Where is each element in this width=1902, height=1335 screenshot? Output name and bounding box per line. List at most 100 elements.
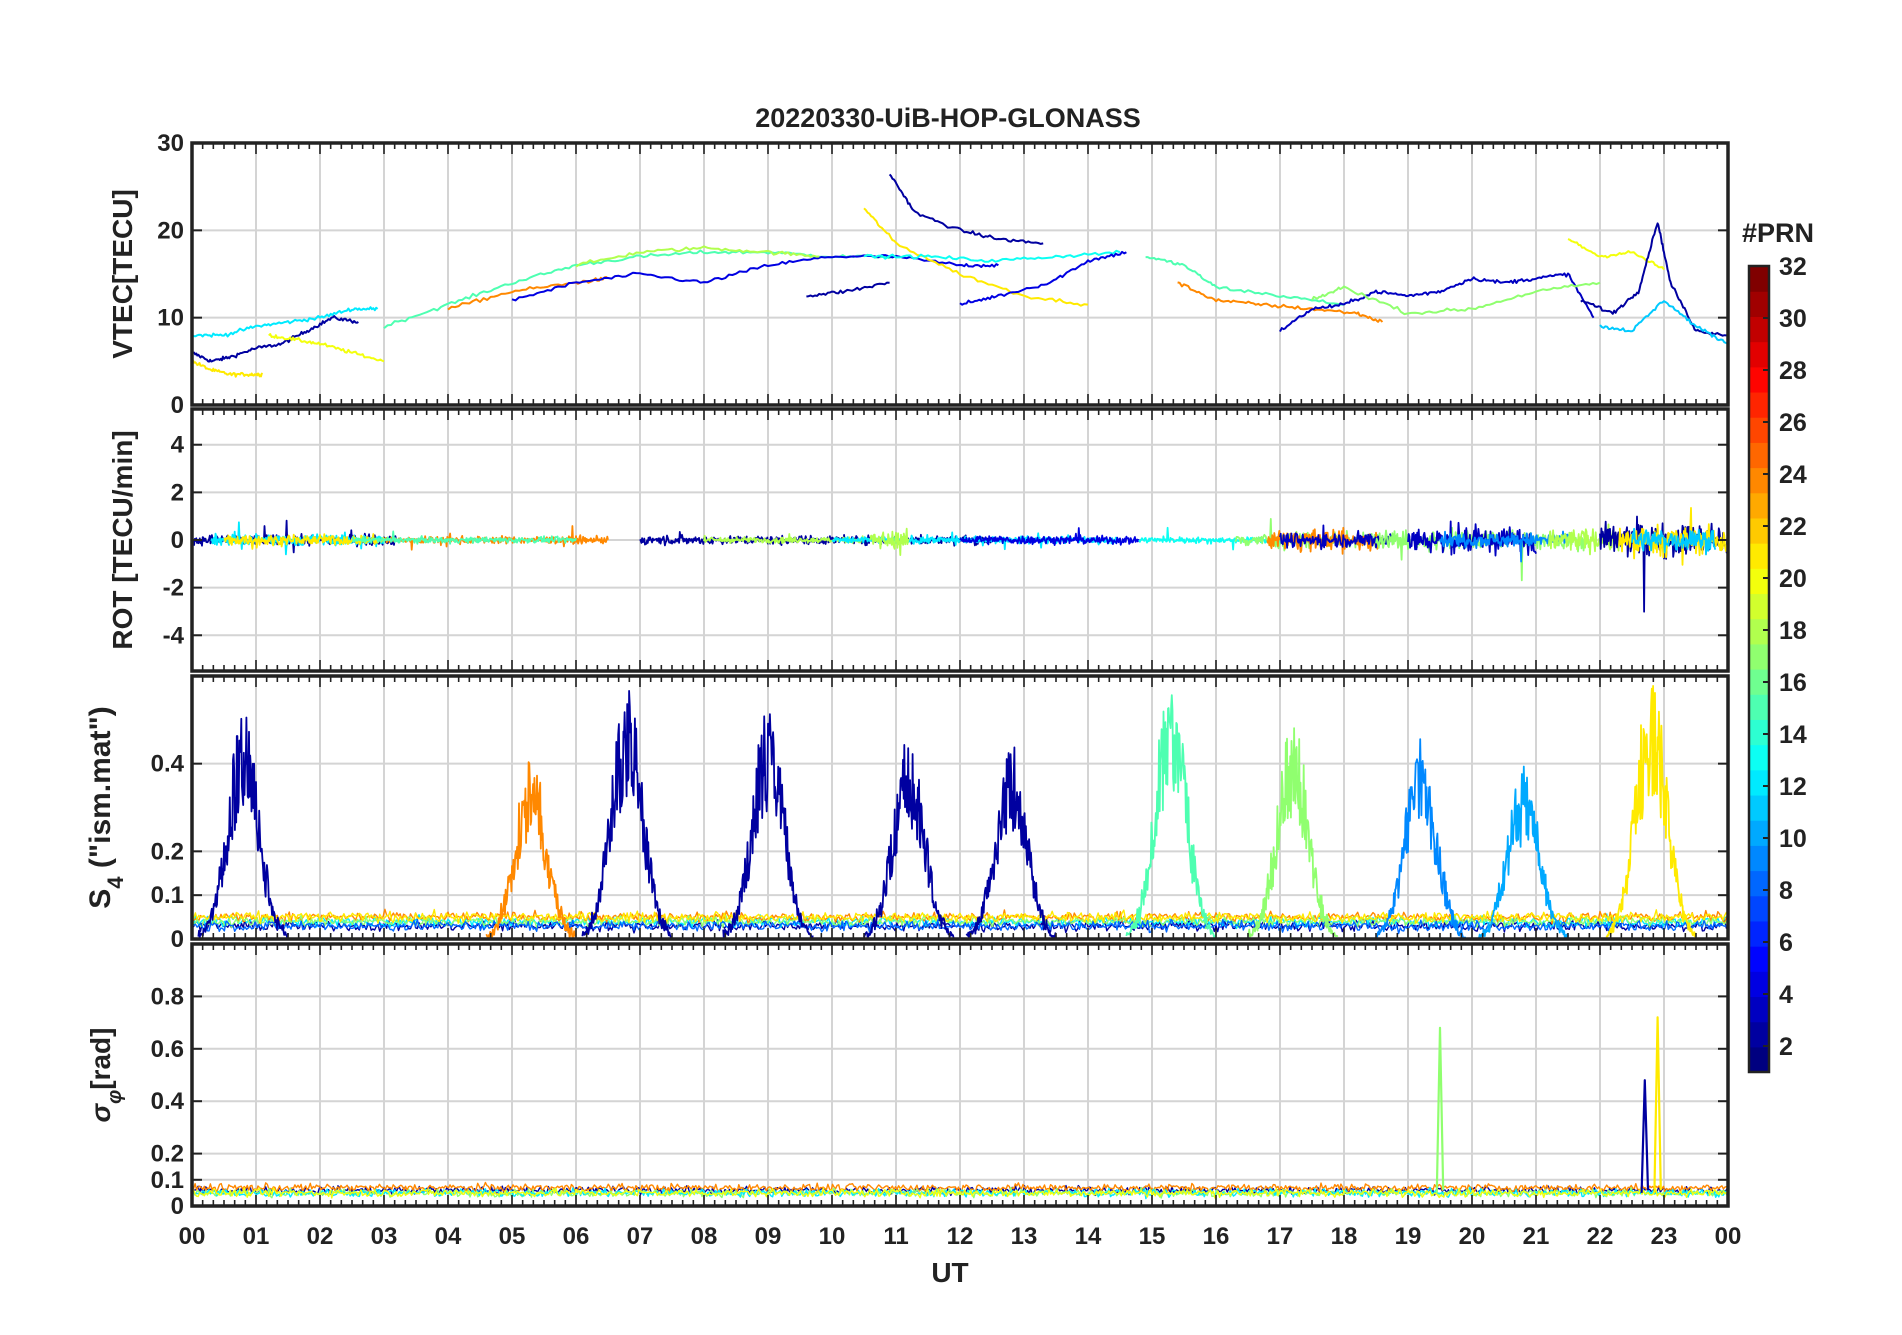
vtec-line-prn-24	[1177, 281, 1384, 323]
s4-burst-prn-2	[197, 716, 289, 940]
colorbar-swatch	[1749, 669, 1769, 695]
axes-box	[190, 674, 1730, 941]
vtec-line-prn-12	[191, 306, 379, 338]
x-tick-label: 02	[307, 1223, 334, 1250]
colorbar-tick-label: 28	[1779, 357, 1807, 385]
x-tick-label: 15	[1139, 1223, 1166, 1250]
y-tick-label: 0.2	[151, 1141, 184, 1168]
vtec-line-prn-18	[575, 245, 820, 268]
y-tick-label: 4	[171, 432, 185, 459]
colorbar-swatch	[1749, 719, 1769, 746]
colorbar-swatch	[1749, 694, 1769, 720]
colorbar-tick-label: 32	[1779, 253, 1807, 281]
colorbar-swatch	[1749, 946, 1769, 972]
y-axis-label: ROT [TECU/min]	[107, 430, 138, 649]
colorbar-swatch	[1749, 291, 1769, 317]
vtec-line-prn-2	[806, 281, 890, 298]
s4-burst-prn-2	[863, 744, 955, 940]
x-tick-label: 22	[1587, 1223, 1614, 1250]
x-tick-label: 14	[1075, 1223, 1102, 1250]
vtec-line-prn-15	[383, 249, 897, 329]
colorbar-tick-label: 10	[1779, 825, 1807, 853]
colorbar-swatch	[1749, 467, 1769, 494]
rot-line-prn-11	[1631, 527, 1717, 556]
vtec-line-prn-17	[1311, 281, 1601, 316]
x-tick-label: 19	[1395, 1223, 1422, 1250]
y-tick-label: 0.6	[151, 1036, 184, 1063]
vtec-line-prn-4	[959, 250, 1127, 306]
colorbar-swatch	[1749, 266, 1769, 292]
colorbar-swatch	[1749, 568, 1769, 595]
x-tick-label: 16	[1203, 1223, 1230, 1250]
vtec-line-prn-3	[1279, 272, 1595, 333]
x-tick-label: 06	[563, 1223, 590, 1250]
panel-1: 0 10 20 30	[157, 130, 1730, 419]
y-tick-label: 20	[157, 217, 184, 244]
axes-box	[190, 942, 1730, 1208]
colorbar-swatch	[1749, 417, 1769, 443]
y-tick-label: 0.2	[151, 838, 184, 865]
x-tick-label: 01	[243, 1223, 270, 1250]
colorbar-swatch	[1749, 341, 1769, 368]
y-tick-label: -4	[163, 622, 185, 649]
s4-burst-prn-21	[1605, 685, 1697, 938]
rot-line-prn-21	[223, 533, 385, 550]
y-tick-label: 0.8	[151, 983, 184, 1010]
x-tick-label: 04	[435, 1223, 462, 1250]
s4-burst-prn-2	[722, 713, 814, 940]
colorbar-tick-label: 30	[1779, 305, 1807, 333]
x-tick-label: 00	[1715, 1223, 1742, 1250]
grid-lines	[192, 944, 1728, 1206]
vtec-line-prn-2	[888, 173, 1044, 245]
x-tick-label: 05	[499, 1223, 526, 1250]
sigma-base-prn-20	[191, 1187, 1729, 1199]
y-tick-label: 30	[157, 130, 184, 157]
sigma-spike-prn-2	[1640, 1079, 1650, 1193]
vtec-line-prn-20	[268, 333, 385, 363]
axes-box	[190, 407, 1730, 673]
panel-2: -4 -2 0 2 4	[163, 407, 1730, 673]
vtec-line-prn-15	[1145, 256, 1344, 306]
y-tick-label: 0	[171, 1193, 184, 1220]
y-tick-label: 0	[171, 527, 184, 554]
y-tick-label: 0	[171, 392, 184, 419]
y-tick-label: 0.1	[151, 1167, 184, 1194]
colorbar-swatch	[1749, 517, 1769, 544]
colorbar-tick-label: 2	[1779, 1033, 1793, 1061]
s4-burst-prn-2	[581, 690, 673, 940]
rot-line-prn-4	[959, 527, 1140, 546]
colorbar-tick-label: 24	[1779, 461, 1807, 489]
x-tick-label: 11	[883, 1223, 908, 1250]
rot-line-prn-3	[1279, 524, 1396, 551]
colorbar-swatch	[1749, 895, 1769, 922]
x-tick-label: 09	[755, 1223, 782, 1250]
axes-box	[190, 141, 1730, 407]
x-tick-label: 20	[1459, 1223, 1486, 1250]
s4-burst-prn-9	[1375, 738, 1467, 940]
colorbar-tick-label: 26	[1779, 409, 1807, 437]
s4-base-prn-8	[191, 918, 1729, 935]
colorbar-tick-label: 16	[1779, 669, 1807, 697]
x-tick-label: 17	[1267, 1223, 1294, 1250]
colorbar-swatch	[1749, 794, 1769, 821]
colorbar-swatch	[1749, 971, 1769, 998]
vtec-line-prn-21	[191, 359, 264, 378]
chart-title: 20220330-UiB-HOP-GLONASS	[755, 103, 1141, 133]
grid-lines	[192, 143, 1728, 405]
sigma-base-prn-24	[191, 1181, 1729, 1194]
colorbar-swatch	[1749, 1046, 1769, 1073]
colorbar-tick-label: 12	[1779, 773, 1807, 801]
s4-burst-prn-24	[485, 761, 577, 939]
vtec-line-prn-11	[1599, 300, 1729, 345]
rot-series	[191, 507, 1729, 613]
vtec-line-prn-13	[863, 249, 1121, 263]
colorbar-swatch	[1749, 492, 1769, 519]
colorbar-tick-label: 6	[1779, 929, 1793, 957]
x-tick-label: 23	[1651, 1223, 1678, 1250]
colorbar-swatch	[1749, 870, 1769, 897]
colorbar-swatch	[1749, 543, 1769, 569]
s4-burst-prn-15	[1125, 694, 1217, 939]
x-tick-label: 12	[947, 1223, 974, 1250]
y-tick-label: 0.4	[151, 751, 185, 778]
